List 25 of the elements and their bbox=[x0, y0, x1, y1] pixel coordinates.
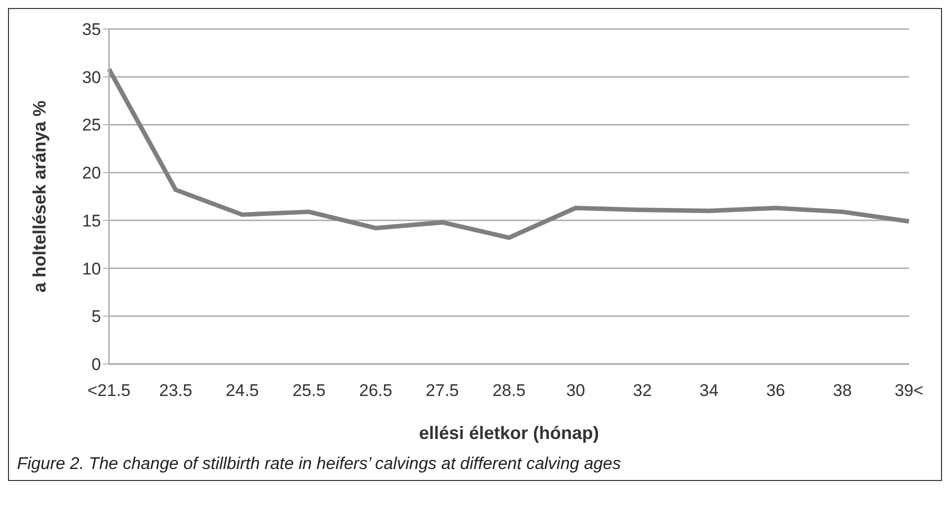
x-tick-label: <21.5 bbox=[87, 381, 131, 400]
x-tick-label: 28.5 bbox=[492, 381, 526, 400]
line-series bbox=[106, 66, 912, 240]
x-tick-label: 24.5 bbox=[226, 381, 259, 400]
y-tick-label: 35 bbox=[82, 20, 101, 40]
y-tick-label: 20 bbox=[82, 164, 101, 183]
y-tick-label: 5 bbox=[92, 307, 101, 326]
x-tick-label: 27.5 bbox=[426, 381, 459, 400]
y-tick-label: 15 bbox=[82, 211, 101, 230]
y-tick-label: 30 bbox=[82, 68, 101, 87]
caption: Figure 2. The change of stillbirth rate in heifers’ calvings at different calving ages bbox=[16, 454, 622, 475]
x-tick-label: 25.5 bbox=[292, 381, 326, 400]
y-tick-label: 0 bbox=[92, 355, 101, 374]
y-axis-title: a holtellések aránya % bbox=[29, 100, 50, 293]
x-tick-label: 32 bbox=[632, 381, 652, 400]
x-tick-label: 36 bbox=[766, 381, 786, 400]
x-tick-label: 39< bbox=[894, 381, 924, 400]
y-tick-label: 10 bbox=[82, 259, 101, 278]
x-tick-label: 23.5 bbox=[159, 381, 192, 400]
x-tick-label: 38 bbox=[832, 381, 852, 400]
x-tick-label: 34 bbox=[700, 381, 718, 400]
x-tick-label: 26.5 bbox=[359, 381, 392, 400]
x-tick-label: 30 bbox=[566, 381, 586, 400]
x-axis-title: ellési életkor (hónap) bbox=[418, 423, 600, 443]
y-tick-label: 25 bbox=[82, 116, 101, 135]
